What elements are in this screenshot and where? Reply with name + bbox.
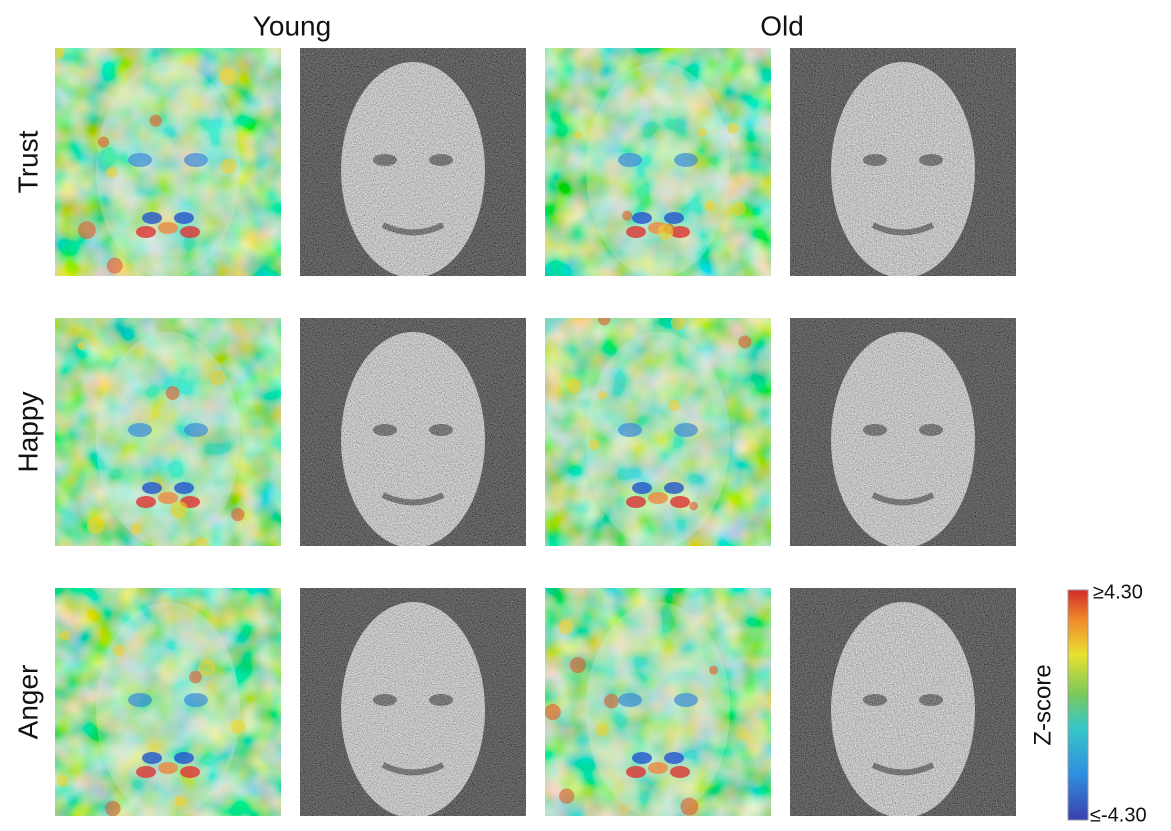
zscore-map [55, 318, 281, 552]
column-header: Old [760, 10, 804, 41]
colorbar-max: ≥4.30 [1093, 581, 1143, 603]
row-label: Trust [12, 130, 43, 193]
figure: Young Old ≥4.30 ≤-4.30 Z-score Trust Happ… [0, 0, 1171, 831]
noise-image [790, 48, 1016, 278]
zscore-map [51, 46, 281, 278]
zscore-map [545, 588, 771, 818]
column-header: Young [253, 10, 331, 41]
noise-image [790, 318, 1016, 548]
noise-image [300, 318, 526, 548]
colorbar-min: ≤-4.30 [1090, 804, 1147, 826]
noise-image [300, 588, 526, 818]
noise-image [790, 588, 1016, 818]
row-label: Anger [12, 665, 43, 740]
colorbar-label: Z-score [1029, 664, 1056, 745]
zscore-map [55, 588, 281, 818]
noise-image [300, 48, 526, 278]
colorbar [1068, 590, 1088, 820]
zscore-map [545, 313, 771, 548]
zscore-map [545, 48, 771, 278]
row-label: Happy [12, 392, 43, 473]
